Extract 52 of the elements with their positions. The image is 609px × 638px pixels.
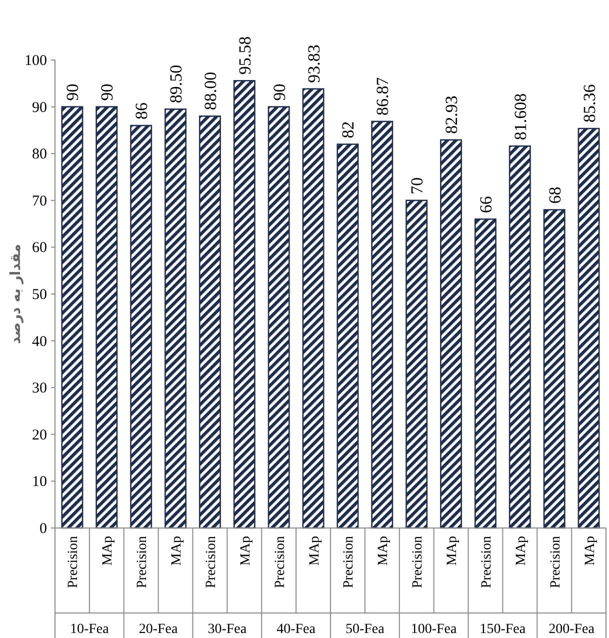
- y-tick-label: 80: [32, 146, 47, 163]
- text: 20-Fea: [138, 622, 179, 637]
- x-tick-label: Precision: [548, 536, 564, 588]
- x-tick-label: Precision: [135, 536, 150, 588]
- data-label: 70: [408, 177, 427, 194]
- text: 150-Fea: [480, 622, 526, 637]
- y-tick-label: 100: [24, 53, 47, 69]
- data-label: 88.00: [200, 72, 220, 110]
- text: 40-Fea: [276, 622, 316, 637]
- x-tick-label: MAp: [100, 536, 116, 566]
- text: 30-Fea: [208, 622, 248, 637]
- data-label: 86: [132, 102, 152, 120]
- data-label: 95.58: [235, 36, 254, 75]
- y-tick-label: 30: [32, 380, 47, 397]
- data-label: 85.36: [580, 84, 599, 123]
- y-tick-label: 60: [32, 240, 47, 256]
- y-tick-label: 70: [32, 193, 47, 210]
- data-label: 90: [63, 84, 82, 101]
- y-tick-label: 20: [32, 427, 47, 444]
- x-tick-label: MAp: [445, 536, 460, 566]
- y-axis-title: مقدار به درصد: [8, 244, 24, 344]
- y-tick-label: 90: [32, 100, 47, 116]
- x-tick-label: MAp: [514, 536, 529, 566]
- data-label: 68: [545, 186, 564, 204]
- y-tick-label: 0: [40, 521, 47, 537]
- data-label: 89.50: [166, 64, 186, 104]
- data-label: 86.87: [373, 76, 392, 116]
- data-label: 90: [270, 84, 289, 101]
- x-tick-label: Precision: [66, 536, 82, 588]
- x-tick-label: MAp: [376, 536, 392, 566]
- y-tick-label: 10: [32, 474, 47, 490]
- data-label: 93.83: [304, 44, 324, 83]
- data-label: 81.608: [510, 93, 530, 140]
- x-tick-label: Precision: [342, 536, 357, 588]
- x-tick-label: MAp: [238, 536, 254, 566]
- data-label: 90: [98, 84, 117, 101]
- data-label: 82.93: [442, 96, 462, 134]
- text: 200-Fea: [548, 622, 596, 637]
- x-tick-label: Precision: [272, 536, 288, 588]
- x-tick-label: Precision: [479, 536, 494, 588]
- y-tick-label: 50: [32, 287, 47, 303]
- text: 50-Fea: [345, 622, 386, 637]
- data-label: 66: [476, 196, 496, 214]
- x-tick-label: MAp: [307, 536, 322, 566]
- text: 100-Fea: [410, 622, 458, 637]
- y-tick-label: 40: [32, 334, 47, 350]
- x-tick-label: Precision: [204, 536, 219, 588]
- x-tick-label: MAp: [170, 536, 185, 566]
- text: 10-Fea: [70, 622, 110, 637]
- x-tick-label: MAp: [582, 536, 598, 566]
- data-label: 82: [338, 121, 358, 138]
- x-tick-label: Precision: [410, 536, 426, 588]
